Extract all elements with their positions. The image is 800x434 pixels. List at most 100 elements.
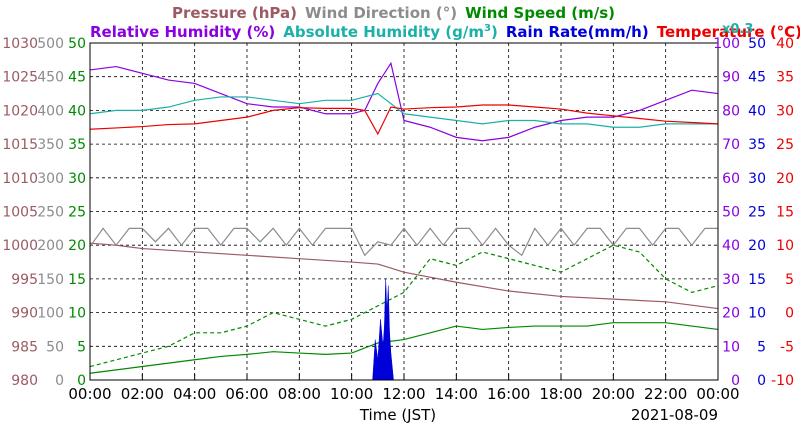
y-tick-label: 300 [37, 171, 64, 187]
legend-item-tail: ) [491, 23, 498, 41]
x-tick-label: 22:00 [644, 385, 687, 403]
y-tick-label: 90 [722, 70, 740, 86]
legend-item: Wind Speed (m/s) [465, 4, 615, 22]
series-temperature-c [89, 104, 719, 136]
y-tick-label: 35 [748, 137, 766, 153]
y-tick-label: 10 [748, 306, 766, 322]
x-tick-label: 12:00 [382, 385, 425, 403]
x-tick-label: 02:00 [121, 385, 164, 403]
x-tick-labels: 00:00 02:00 04:00 06:00 08:00 10:00 12:00 14:00… [68, 374, 740, 403]
y-tick-label: 10 [776, 238, 794, 254]
y-tick-label: 0 [55, 373, 64, 389]
series-absolute-humidity [89, 92, 718, 128]
y-tick-label: 25 [776, 137, 794, 153]
y-tick-label: 5 [757, 339, 766, 355]
y-tick-label: 1030 [2, 36, 38, 52]
y-tick-label: 400 [37, 103, 64, 119]
y-tick-label: 30 [68, 171, 86, 187]
y-tick-label: 15 [748, 272, 766, 288]
y-tick-label: 20 [748, 238, 766, 254]
legend: Pressure (hPa) Wind Direction (°) Wind Spe… [90, 4, 800, 41]
y-tick-label: 40 [776, 36, 794, 52]
x-axis-label: Time (JST) [359, 406, 436, 424]
series-layer [89, 61, 719, 381]
y-tick-label: 985 [11, 339, 38, 355]
series-wind-speed-m-s [89, 322, 719, 374]
x-tick-label: 18:00 [539, 385, 582, 403]
y-tick-label: 450 [37, 70, 64, 86]
y-tick-label: 100 [37, 306, 64, 322]
y-tick-label: 100 [713, 36, 740, 52]
y-tick-label: 50 [68, 36, 86, 52]
y-tick-label: 250 [37, 205, 64, 221]
y-tick-label: 25 [748, 205, 766, 221]
legend-item: Rain Rate(mm/h) [506, 23, 649, 41]
y-tick-label: 0 [77, 373, 86, 389]
y-tick-label: 1015 [2, 137, 38, 153]
y-tick-label: 35 [68, 137, 86, 153]
y-tick-label: 0 [731, 373, 740, 389]
y-tick-label: 0 [785, 306, 794, 322]
y-tick-label: 150 [37, 272, 64, 288]
y-tick-label: 1025 [2, 70, 38, 86]
legend-item-superscript: 3 [484, 23, 491, 34]
x-tick-label: 00:00 [696, 385, 739, 403]
y-tick-label: 1010 [2, 171, 38, 187]
x-tick-label: 14:00 [435, 385, 478, 403]
y-tick-label: 50 [722, 205, 740, 221]
y-tick-label: 1005 [2, 205, 38, 221]
y-tick-label: 980 [11, 373, 38, 389]
y-tick-label: 80 [722, 103, 740, 119]
y-tick-label: 990 [11, 306, 38, 322]
y-tick-label: -10 [771, 373, 794, 389]
y-tick-label: 10 [68, 306, 86, 322]
x-tick-label: 04:00 [173, 385, 216, 403]
y-tick-label: 20 [68, 238, 86, 254]
legend-item: Temperature (°C) [657, 23, 800, 41]
y-tick-label: 35 [776, 70, 794, 86]
y-tick-label: 70 [722, 137, 740, 153]
scale-note: x0.3 [722, 22, 753, 37]
y-tick-label: 30 [748, 171, 766, 187]
x-tick-label: 10:00 [330, 385, 373, 403]
y-tick-label: 5 [77, 339, 86, 355]
y-tick-label: 350 [37, 137, 64, 153]
y-tick-label: 40 [68, 103, 86, 119]
x-tick-label: 16:00 [487, 385, 530, 403]
legend-item: Pressure (hPa) [172, 4, 297, 22]
y-tick-label: 500 [37, 36, 64, 52]
series-pressure-hpa [89, 242, 719, 310]
y-tick-label: 30 [722, 272, 740, 288]
y-tick-label: 25 [68, 205, 86, 221]
y-tick-labels: 9809859909951000100510101015102010251030… [2, 36, 794, 389]
y-tick-label: 50 [748, 36, 766, 52]
y-tick-label: 0 [757, 373, 766, 389]
x-tick-label: 20:00 [592, 385, 635, 403]
y-tick-label: 50 [46, 339, 64, 355]
x-tick-label: 08:00 [278, 385, 321, 403]
x-tick-label: 06:00 [225, 385, 268, 403]
y-tick-label: 1000 [2, 238, 38, 254]
y-tick-label: 15 [776, 205, 794, 221]
y-tick-label: 40 [748, 103, 766, 119]
y-tick-label: 30 [776, 103, 794, 119]
legend-item: Absolute Humidity (g/m [283, 23, 484, 41]
y-tick-label: 10 [722, 339, 740, 355]
y-tick-label: 15 [68, 272, 86, 288]
y-tick-label: 45 [748, 70, 766, 86]
y-tick-label: 45 [68, 70, 86, 86]
y-tick-label: 20 [776, 171, 794, 187]
series-wind-direction [89, 227, 718, 257]
series-relative-humidity [89, 61, 719, 142]
grid [90, 43, 718, 380]
y-tick-label: 60 [722, 171, 740, 187]
y-tick-label: 40 [722, 238, 740, 254]
y-tick-label: 995 [11, 272, 38, 288]
y-tick-label: 5 [785, 272, 794, 288]
y-tick-label: -5 [780, 339, 794, 355]
date-label: 2021-08-09 [631, 406, 718, 424]
x-tick-label: 00:00 [68, 385, 111, 403]
series-rain-rate-area [372, 278, 394, 381]
